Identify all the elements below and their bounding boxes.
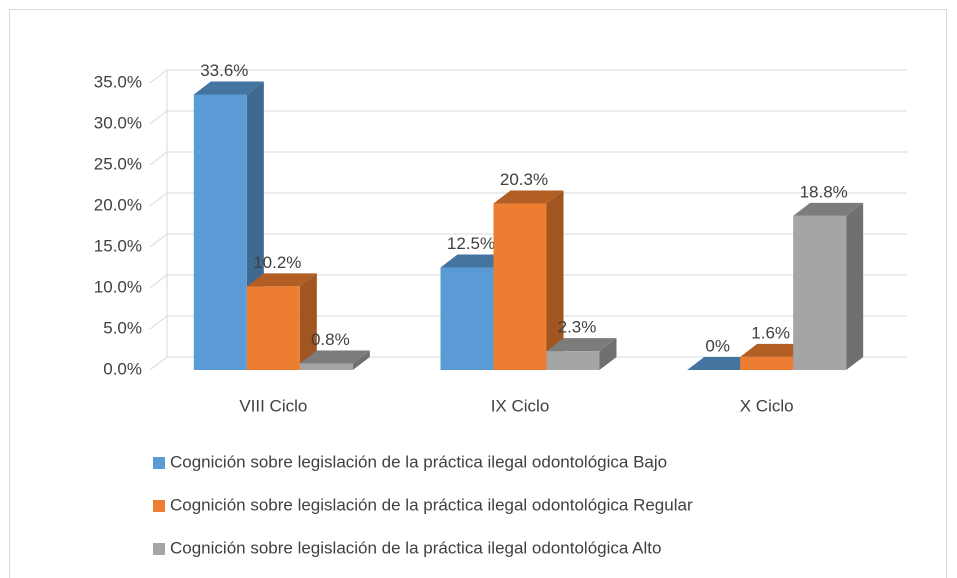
legend-swatch (153, 500, 165, 512)
bar (193, 94, 247, 370)
bar (493, 203, 547, 370)
y-tick-label: 35.0% (94, 72, 142, 91)
y-tick-label: 5.0% (103, 318, 142, 337)
x-tick-label: VIII Ciclo (239, 396, 307, 415)
y-tick-label: 0.0% (103, 359, 142, 378)
data-label: 2.3% (558, 318, 597, 337)
data-label: 0% (705, 336, 730, 355)
legend-label: Cognición sobre legislación de la prácti… (170, 538, 661, 557)
bar (299, 363, 353, 370)
bar-top (246, 273, 317, 287)
bar-side (846, 202, 864, 370)
data-label: 1.6% (751, 323, 790, 342)
data-label: 12.5% (447, 234, 495, 253)
y-tick-label: 10.0% (94, 277, 142, 296)
legend-label: Cognición sobre legislación de la prácti… (170, 452, 667, 471)
data-label: 10.2% (253, 253, 301, 272)
bar-top (546, 338, 617, 352)
bar (793, 215, 847, 370)
legend-label: Cognición sobre legislación de la prácti… (170, 495, 693, 514)
y-tick-label: 30.0% (94, 113, 142, 132)
bar-top (193, 81, 264, 95)
bar (246, 286, 300, 370)
bar-side (546, 190, 564, 370)
bar-side (299, 273, 317, 370)
data-label: 0.8% (311, 330, 350, 349)
data-label: 20.3% (500, 170, 548, 189)
legend-swatch (153, 457, 165, 469)
data-label: 33.6% (200, 61, 248, 80)
bar (440, 267, 494, 370)
bar-top (793, 202, 864, 216)
bar-top (740, 343, 811, 357)
y-tick-label: 20.0% (94, 195, 142, 214)
bar-top (493, 190, 564, 204)
data-label: 18.8% (800, 182, 848, 201)
bar-side (352, 350, 370, 370)
grid-line (149, 69, 907, 84)
bar-top (440, 254, 511, 268)
bar (740, 356, 794, 370)
y-tick-label: 15.0% (94, 236, 142, 255)
y-tick-label: 25.0% (94, 154, 142, 173)
x-tick-label: IX Ciclo (491, 396, 550, 415)
legend-swatch (153, 543, 165, 555)
bar-top (687, 357, 758, 370)
bar-top (299, 350, 370, 364)
chart-border (9, 9, 947, 578)
bar (546, 351, 600, 370)
bar-side (599, 338, 617, 370)
x-tick-label: X Ciclo (740, 396, 794, 415)
